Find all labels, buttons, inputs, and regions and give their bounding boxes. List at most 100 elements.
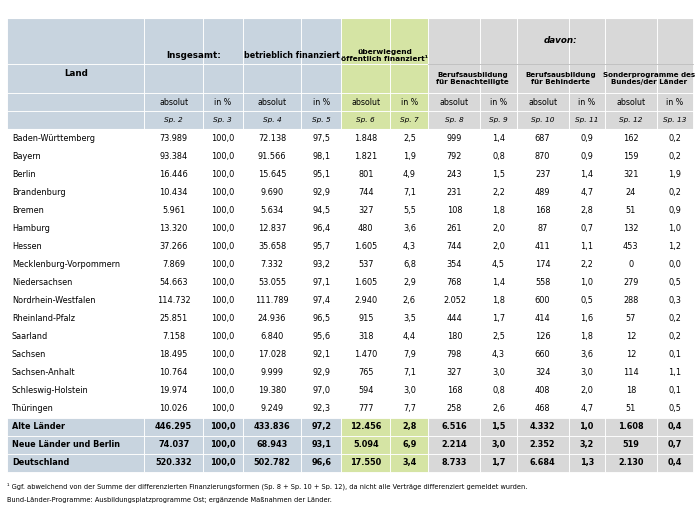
Bar (428, 17, 480, 64)
Bar (7, 345, 144, 364)
Text: absolut: absolut (616, 98, 645, 106)
Text: Sp. 13: Sp. 13 (663, 118, 687, 123)
Bar (7, 129, 144, 147)
Bar (144, 273, 203, 292)
Bar (480, 418, 517, 436)
Bar (341, 310, 391, 328)
Text: 1,7: 1,7 (492, 314, 505, 323)
Text: Sp. 11: Sp. 11 (575, 118, 598, 123)
Bar (203, 111, 243, 129)
Bar (243, 310, 301, 328)
Text: 2,8: 2,8 (580, 206, 593, 215)
Bar (301, 238, 341, 256)
Bar (480, 166, 517, 183)
Text: 1,0: 1,0 (668, 224, 681, 233)
Bar (517, 418, 568, 436)
Bar (391, 111, 428, 129)
Bar (480, 147, 517, 166)
Bar (243, 201, 301, 219)
Text: 4,7: 4,7 (580, 404, 593, 413)
Bar (7, 418, 144, 436)
Text: 57: 57 (626, 314, 636, 323)
Bar (605, 418, 657, 436)
Bar (144, 454, 203, 472)
Text: 2,9: 2,9 (403, 278, 416, 287)
Bar (568, 147, 605, 166)
Text: 5.094: 5.094 (353, 440, 379, 449)
Text: 35.658: 35.658 (258, 242, 286, 251)
Bar (391, 345, 428, 364)
Text: 7.869: 7.869 (162, 260, 186, 269)
Bar (657, 111, 693, 129)
Bar (480, 17, 517, 64)
Bar (203, 238, 243, 256)
Text: 96,5: 96,5 (312, 314, 330, 323)
Text: 0,2: 0,2 (668, 188, 681, 197)
Bar (657, 310, 693, 328)
Bar (391, 436, 428, 454)
Text: 321: 321 (623, 170, 638, 179)
Text: Alte Länder: Alte Länder (12, 422, 65, 431)
Bar (203, 400, 243, 418)
Text: 1,8: 1,8 (492, 206, 505, 215)
Bar (428, 382, 480, 400)
Text: 4,9: 4,9 (403, 170, 416, 179)
Text: 168: 168 (535, 206, 550, 215)
Text: 2,0: 2,0 (580, 386, 593, 395)
Text: Sp. 7: Sp. 7 (400, 118, 419, 123)
Bar (517, 454, 568, 472)
Text: 327: 327 (447, 368, 462, 377)
Text: Sp. 3: Sp. 3 (214, 118, 232, 123)
Bar (341, 400, 391, 418)
Text: 408: 408 (535, 386, 550, 395)
Bar (144, 219, 203, 238)
Bar (657, 418, 693, 436)
Bar (7, 201, 144, 219)
Text: 660: 660 (535, 350, 550, 359)
Bar (203, 364, 243, 382)
Text: 0,8: 0,8 (492, 386, 505, 395)
Bar (480, 201, 517, 219)
Bar (391, 219, 428, 238)
Bar (428, 166, 480, 183)
Text: 8.733: 8.733 (442, 458, 467, 468)
Bar (301, 64, 341, 93)
Bar (7, 111, 144, 129)
Bar (605, 111, 657, 129)
Bar (7, 328, 144, 345)
Text: 87: 87 (538, 224, 547, 233)
Bar (7, 292, 144, 310)
Bar (391, 64, 428, 93)
Bar (243, 238, 301, 256)
Text: 100,0: 100,0 (210, 458, 236, 468)
Bar (605, 382, 657, 400)
Text: 100,0: 100,0 (210, 422, 236, 431)
Bar (428, 183, 480, 201)
Bar (391, 147, 428, 166)
Text: 132: 132 (623, 224, 638, 233)
Text: 51: 51 (626, 404, 636, 413)
Text: 7,7: 7,7 (403, 404, 416, 413)
Bar (144, 183, 203, 201)
Bar (480, 345, 517, 364)
Text: 744: 744 (358, 188, 374, 197)
Text: 100,0: 100,0 (211, 350, 235, 359)
Bar (391, 273, 428, 292)
Bar (568, 273, 605, 292)
Bar (568, 310, 605, 328)
Text: 114: 114 (623, 368, 638, 377)
Text: 100,0: 100,0 (211, 206, 235, 215)
Text: 480: 480 (358, 224, 374, 233)
Text: 1,6: 1,6 (580, 314, 594, 323)
Bar (243, 93, 301, 111)
Bar (517, 166, 568, 183)
Text: 7.332: 7.332 (260, 260, 284, 269)
Text: 114.732: 114.732 (157, 296, 190, 305)
Bar (341, 17, 391, 64)
Text: 0,7: 0,7 (580, 224, 593, 233)
Text: 3,6: 3,6 (580, 350, 593, 359)
Text: 0,0: 0,0 (668, 260, 681, 269)
Bar (480, 400, 517, 418)
Text: 98,1: 98,1 (312, 152, 330, 161)
Bar (203, 454, 243, 472)
